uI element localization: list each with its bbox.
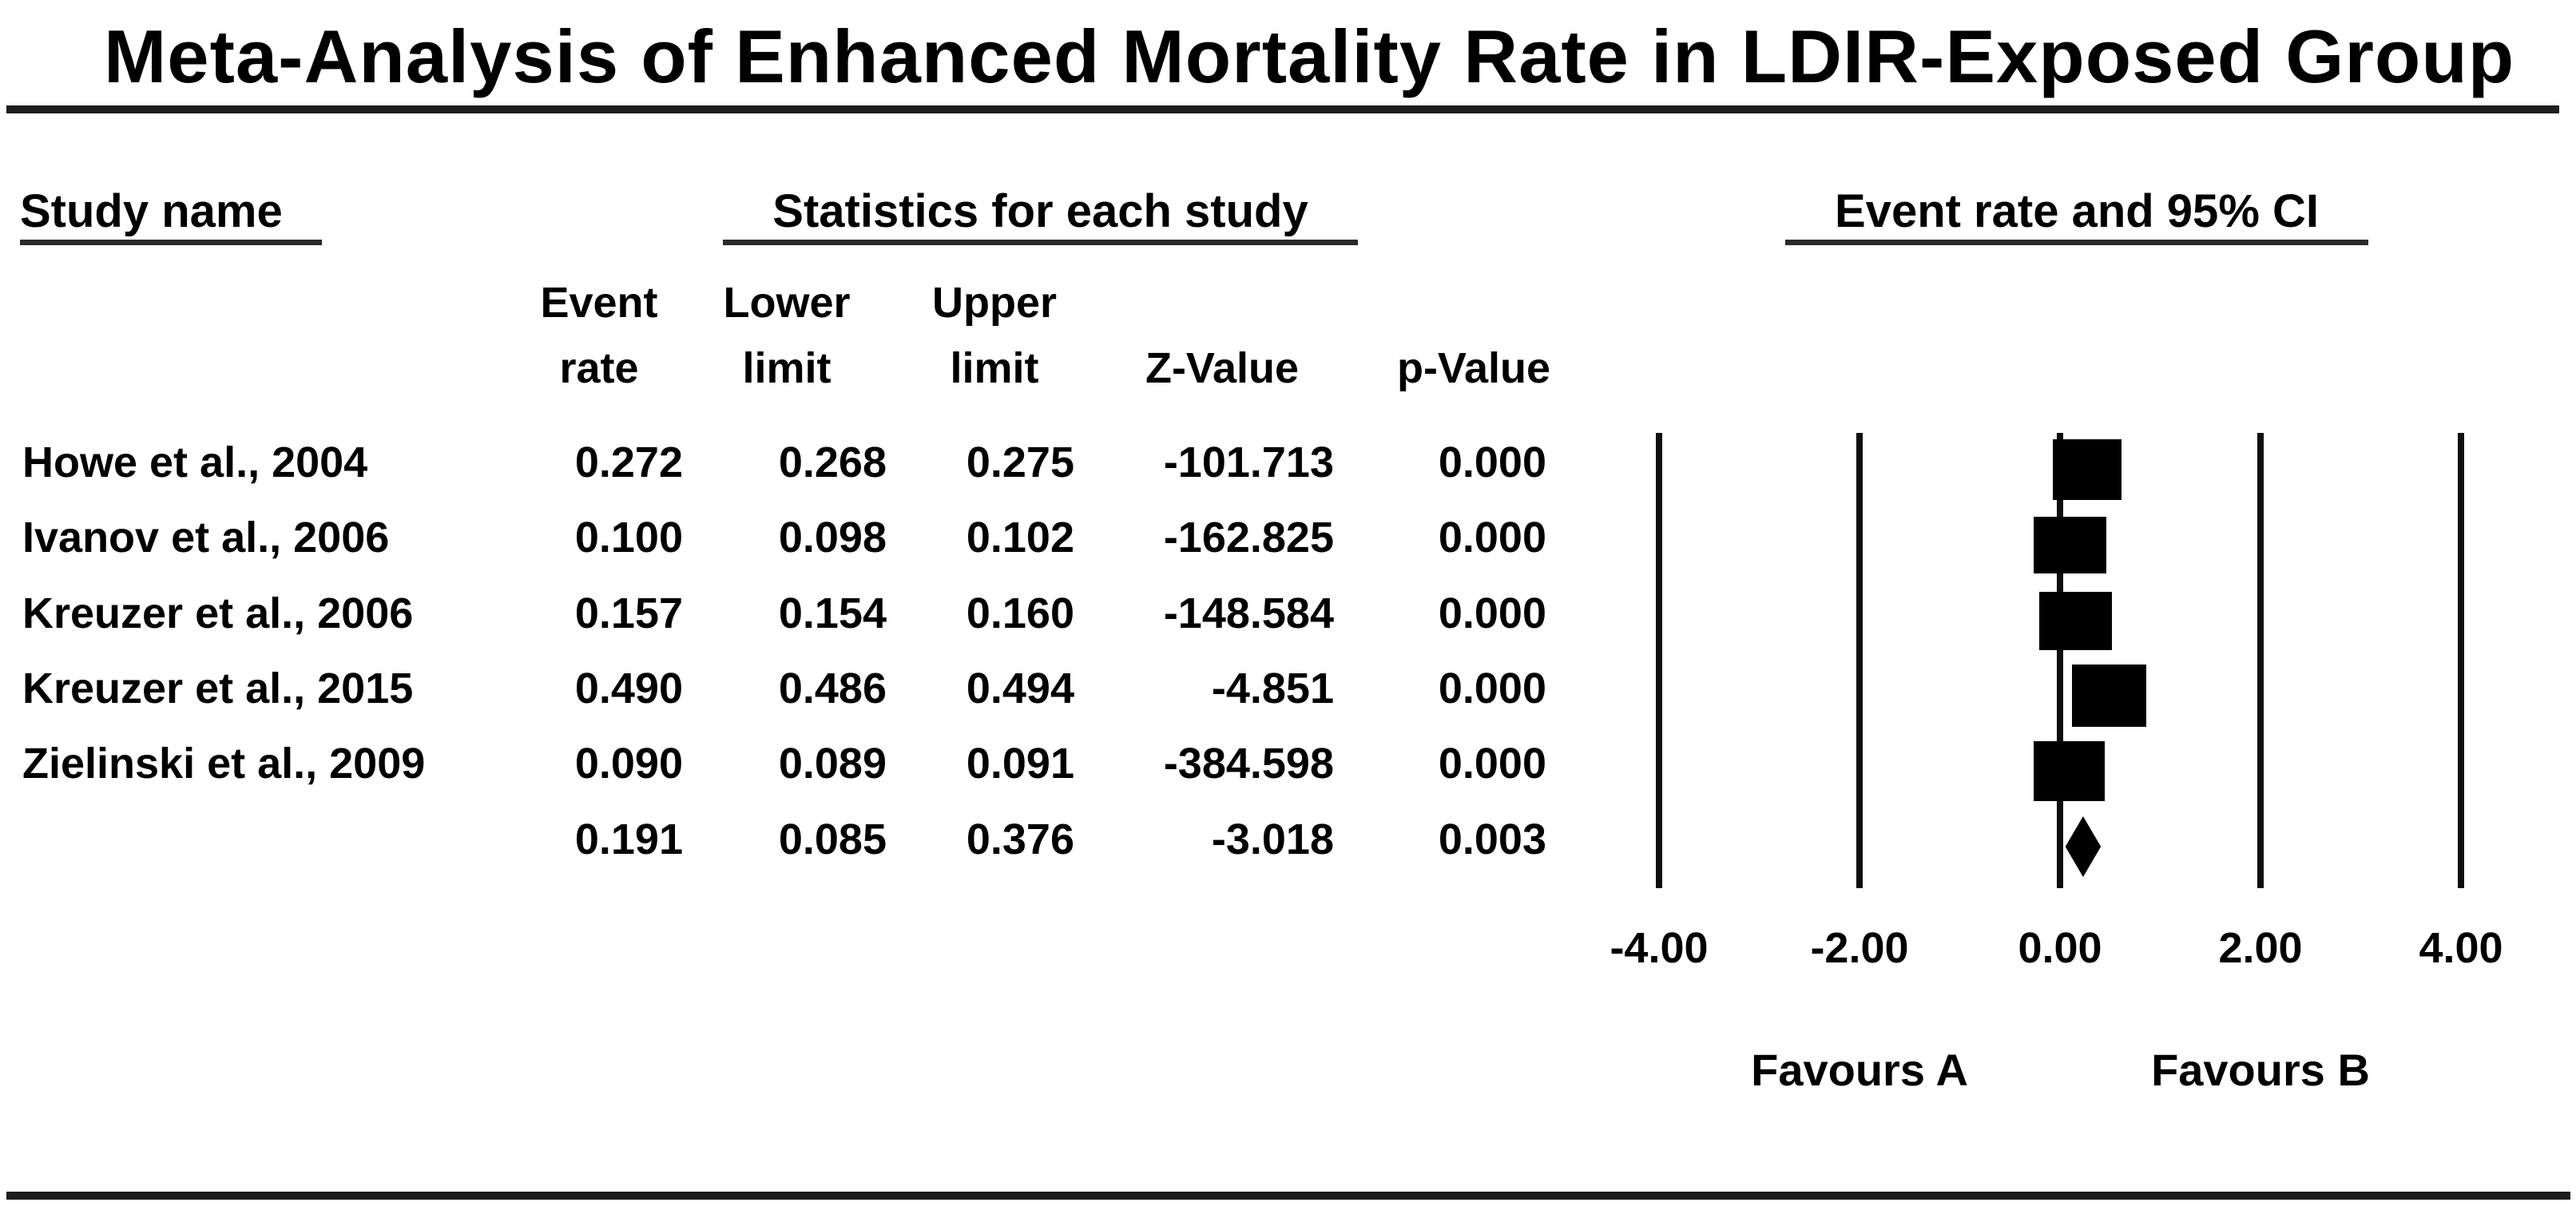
study-name-underline bbox=[20, 240, 322, 245]
z-value: -101.713 bbox=[1163, 438, 1334, 486]
p-value: 0.000 bbox=[1438, 740, 1546, 788]
study-label: Howe et al., 2004 bbox=[22, 438, 368, 486]
study-marker-square bbox=[2039, 591, 2113, 650]
figure-title: Meta-Analysis of Enhanced Mortality Rate… bbox=[104, 14, 2515, 98]
p-value: 0.000 bbox=[1438, 589, 1546, 637]
summary-diamond bbox=[2065, 816, 2102, 877]
col-pvalue: p-Value bbox=[1396, 344, 1551, 392]
axis-gridline bbox=[2057, 433, 2063, 888]
summary-upper-limit: 0.376 bbox=[966, 815, 1074, 863]
study-label: Ivanov et al., 2006 bbox=[22, 514, 390, 561]
p-value: 0.000 bbox=[1438, 514, 1546, 561]
z-value: -148.584 bbox=[1163, 589, 1334, 637]
axis-tick-label: -2.00 bbox=[1810, 924, 1909, 972]
axis-tick-label: -4.00 bbox=[1610, 924, 1709, 972]
col-event-line2: rate bbox=[559, 344, 639, 392]
col-event-line1: Event bbox=[540, 279, 658, 327]
lower-limit-value: 0.089 bbox=[778, 740, 887, 788]
upper-limit-value: 0.275 bbox=[966, 438, 1074, 486]
axis-gridline bbox=[1656, 433, 1662, 888]
favours-a-label: Favours A bbox=[1751, 1045, 1968, 1095]
col-upper-line1: Upper bbox=[931, 279, 1057, 327]
study-label: Kreuzer et al., 2015 bbox=[22, 665, 414, 712]
study-marker-square bbox=[2071, 665, 2146, 727]
study-marker-square bbox=[2053, 439, 2122, 500]
event-rate-value: 0.157 bbox=[574, 589, 683, 637]
axis-gridline bbox=[2458, 433, 2464, 888]
study-marker-square bbox=[2033, 740, 2105, 801]
top-rule bbox=[6, 105, 2559, 113]
z-value: -162.825 bbox=[1163, 514, 1334, 561]
col-zvalue: Z-Value bbox=[1145, 344, 1300, 392]
upper-limit-value: 0.494 bbox=[966, 665, 1074, 712]
upper-limit-value: 0.102 bbox=[966, 514, 1074, 561]
p-value: 0.000 bbox=[1438, 665, 1546, 712]
event-rate-ci-underline bbox=[1785, 240, 2368, 245]
axis-tick-label: 2.00 bbox=[2218, 924, 2303, 972]
event-rate-ci-header: Event rate and 95% CI bbox=[1835, 185, 2319, 237]
event-rate-value: 0.090 bbox=[574, 740, 683, 788]
lower-limit-value: 0.154 bbox=[778, 589, 887, 637]
axis-gridline bbox=[1856, 433, 1863, 888]
event-rate-value: 0.272 bbox=[574, 438, 683, 486]
upper-limit-value: 0.091 bbox=[966, 740, 1074, 788]
study-label: Zielinski et al., 2009 bbox=[22, 740, 426, 788]
col-lower-line2: limit bbox=[742, 344, 832, 392]
col-lower-line1: Lower bbox=[723, 279, 851, 327]
summary-z-value: -3.018 bbox=[1211, 815, 1334, 863]
lower-limit-value: 0.098 bbox=[778, 514, 887, 561]
statistics-header: Statistics for each study bbox=[772, 185, 1308, 237]
summary-p-value: 0.003 bbox=[1438, 815, 1546, 863]
summary-event-rate: 0.191 bbox=[574, 815, 683, 863]
axis-tick-label: 4.00 bbox=[2419, 924, 2503, 972]
event-rate-value: 0.100 bbox=[574, 514, 683, 561]
statistics-underline bbox=[723, 240, 1358, 245]
study-marker-square bbox=[2034, 516, 2107, 573]
axis-gridline bbox=[2257, 433, 2264, 888]
p-value: 0.000 bbox=[1438, 438, 1546, 486]
bottom-rule bbox=[6, 1192, 2570, 1200]
axis-tick-label: 0.00 bbox=[2018, 924, 2102, 972]
lower-limit-value: 0.268 bbox=[778, 438, 887, 486]
study-label: Kreuzer et al., 2006 bbox=[22, 589, 414, 637]
z-value: -4.851 bbox=[1211, 665, 1334, 712]
study-name-header: Study name bbox=[20, 185, 283, 237]
upper-limit-value: 0.160 bbox=[966, 589, 1074, 637]
favours-b-label: Favours B bbox=[2151, 1045, 2370, 1095]
lower-limit-value: 0.486 bbox=[778, 665, 887, 712]
summary-lower-limit: 0.085 bbox=[778, 815, 887, 863]
col-upper-line2: limit bbox=[950, 344, 1039, 392]
z-value: -384.598 bbox=[1163, 740, 1334, 788]
event-rate-value: 0.490 bbox=[574, 665, 683, 712]
